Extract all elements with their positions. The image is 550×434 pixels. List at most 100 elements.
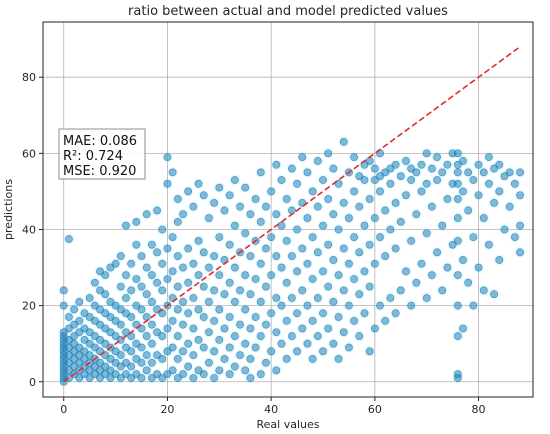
data-point (510, 179, 519, 188)
data-point (205, 328, 213, 337)
data-point (189, 374, 198, 382)
data-point (319, 309, 327, 318)
data-point (199, 191, 208, 200)
data-point (230, 362, 239, 371)
data-point (101, 324, 110, 333)
data-point (168, 343, 177, 352)
data-point (59, 301, 68, 310)
data-point (199, 343, 208, 352)
data-point (438, 168, 447, 177)
data-point (116, 282, 125, 291)
data-point (365, 157, 374, 165)
data-point (350, 153, 359, 162)
data-point (339, 244, 348, 253)
data-point (469, 176, 478, 184)
data-point (106, 313, 115, 321)
data-point (479, 214, 488, 222)
data-point (287, 206, 296, 215)
data-point (370, 164, 379, 173)
data-point (355, 202, 364, 211)
data-point (70, 305, 79, 314)
data-point (339, 286, 348, 295)
data-point (272, 294, 281, 302)
data-point (345, 259, 353, 268)
data-point (453, 370, 462, 379)
data-point (355, 290, 364, 299)
y-tick-label: 80 (22, 71, 36, 84)
data-point (80, 335, 89, 344)
data-point (334, 313, 343, 321)
data-point (319, 221, 327, 230)
data-point (298, 153, 307, 162)
data-point (194, 305, 203, 314)
data-point (230, 221, 239, 230)
data-point (70, 332, 79, 340)
data-point (132, 275, 141, 283)
data-point (142, 210, 151, 219)
data-point (350, 275, 359, 283)
data-point (158, 286, 167, 295)
data-point (184, 309, 193, 318)
data-point (236, 202, 244, 211)
data-point (90, 370, 99, 379)
data-point (246, 355, 255, 363)
data-point (153, 248, 161, 257)
data-point (90, 316, 99, 325)
data-point (65, 343, 73, 352)
data-point (101, 339, 110, 348)
data-point (350, 233, 359, 242)
data-point (220, 324, 229, 333)
data-point (365, 282, 374, 291)
data-point (210, 286, 219, 295)
data-point (168, 233, 177, 242)
data-point (96, 320, 104, 329)
data-point (479, 168, 488, 177)
data-points (59, 138, 524, 386)
data-point (80, 324, 89, 333)
data-point (251, 313, 260, 321)
x-tick-label: 0 (60, 403, 67, 416)
data-point (339, 138, 348, 146)
data-point (443, 195, 452, 203)
data-point (282, 195, 291, 203)
data-point (230, 332, 239, 340)
data-point (246, 324, 255, 333)
data-point (256, 297, 265, 306)
data-point (370, 324, 379, 333)
data-point (386, 225, 395, 234)
data-point (90, 332, 99, 340)
data-point (355, 248, 364, 257)
data-point (205, 263, 213, 272)
data-point (70, 355, 79, 363)
data-point (282, 237, 291, 245)
data-point (345, 301, 353, 310)
data-point (96, 358, 104, 367)
data-point (516, 191, 524, 200)
data-point (365, 347, 374, 356)
data-point (163, 275, 172, 283)
data-point (324, 149, 333, 158)
data-point (199, 248, 208, 257)
data-point (495, 256, 504, 264)
data-point (147, 358, 156, 367)
data-point (189, 351, 198, 360)
data-point (184, 187, 193, 196)
data-point (427, 271, 436, 280)
data-point (122, 343, 130, 352)
data-point (163, 179, 172, 188)
data-point (329, 297, 338, 306)
data-point (194, 335, 203, 344)
data-point (220, 290, 229, 299)
data-point (173, 332, 182, 340)
data-point (256, 217, 265, 226)
data-point (427, 164, 436, 173)
data-point (329, 256, 338, 264)
data-point (122, 309, 130, 318)
data-point (137, 252, 146, 261)
data-point (194, 179, 203, 188)
data-point (142, 332, 151, 340)
data-point (80, 309, 89, 318)
data-point (59, 286, 68, 295)
data-point (412, 210, 421, 219)
